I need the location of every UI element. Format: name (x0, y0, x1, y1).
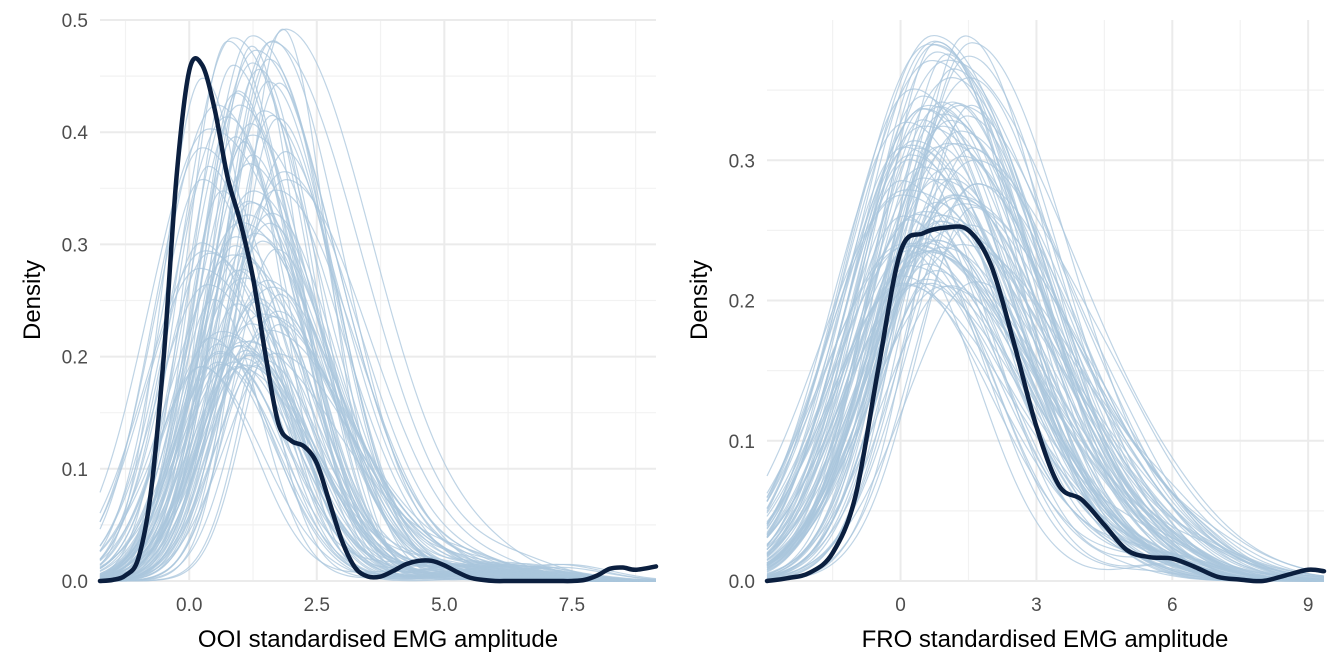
y-tick-labels: 0.0 0.1 0.2 0.3 0.4 0.5 (62, 11, 89, 593)
replicate-curve (99, 150, 657, 582)
y-tick-label: 0.2 (729, 292, 755, 313)
x-tick-label: 0.0 (176, 595, 202, 616)
x-tick-label: 6 (1167, 595, 1178, 616)
x-tick-label: 3 (1031, 595, 1042, 616)
replicate-curve (766, 104, 1325, 579)
x-tick-label: 2.5 (304, 595, 330, 616)
replicate-curve (766, 125, 1325, 577)
x-tick-label: 5.0 (431, 595, 457, 616)
replicate-curve (766, 34, 1325, 581)
replicate-curve (766, 177, 1325, 582)
x-tick-labels: 0.0 2.5 5.0 7.5 (176, 595, 585, 616)
observed-density-curve (764, 224, 1327, 584)
y-tick-label: 0.0 (62, 572, 88, 593)
replicate-curve (766, 178, 1325, 581)
replicate-curve (99, 82, 657, 582)
replicate-curve (766, 59, 1325, 581)
replicate-curve (766, 155, 1325, 582)
x-tick-label: 9 (1303, 595, 1314, 616)
y-tick-labels: 0.0 0.1 0.2 0.3 (729, 151, 755, 593)
y-axis-title: Density (19, 260, 46, 340)
x-tick-label: 7.5 (559, 595, 585, 616)
replicate-curve (766, 143, 1325, 574)
replicate-curve (99, 354, 657, 582)
y-tick-label: 0.3 (729, 151, 755, 172)
y-tick-label: 0.1 (729, 432, 755, 453)
y-tick-label: 0.4 (62, 123, 89, 144)
x-tick-labels: 0 3 6 9 (895, 595, 1313, 616)
y-tick-label: 0.2 (62, 348, 88, 369)
y-axis-title: Density (686, 260, 713, 340)
replicate-curve (766, 159, 1325, 580)
replicate-curve (766, 178, 1325, 582)
replicate-curve (766, 59, 1325, 574)
y-tick-label: 0.0 (729, 572, 755, 593)
replicate-curve (766, 130, 1325, 581)
y-tick-label: 0.3 (62, 235, 88, 256)
x-axis-title: OOI standardised EMG amplitude (198, 626, 558, 653)
replicate-curve (766, 121, 1325, 582)
y-tick-label: 0.1 (62, 460, 88, 481)
x-tick-label: 0 (895, 595, 906, 616)
observed-density-curve (97, 55, 659, 584)
panel-fro-density: 0.0 0.1 0.2 0.3 0 3 6 9 FRO standardised EMG a… (686, 20, 1327, 653)
replicate-curve (766, 147, 1325, 582)
x-axis-title: FRO standardised EMG amplitude (862, 626, 1229, 653)
y-tick-label: 0.5 (62, 11, 88, 32)
replicate-curve (99, 114, 657, 582)
panel-ooi-density: 0.0 0.1 0.2 0.3 0.4 0.5 0.0 2.5 5.0 7.5 OOI stan… (19, 11, 659, 653)
replicate-curve (766, 224, 1325, 582)
replicate-curve (100, 323, 657, 582)
